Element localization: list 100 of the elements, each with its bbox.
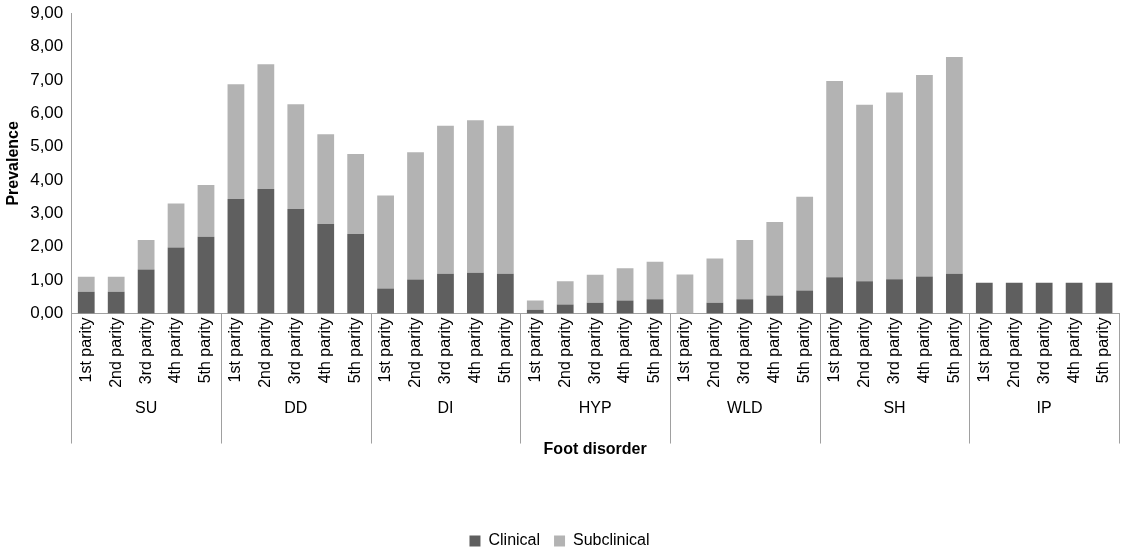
- x-tick-label: 5th parity: [944, 317, 962, 384]
- bar: [467, 272, 484, 314]
- bar: [437, 125, 454, 274]
- bar: [886, 279, 903, 314]
- bar: [856, 104, 873, 282]
- x-tick-label: 1st parity: [76, 317, 94, 383]
- bar: [706, 258, 724, 303]
- x-tick-label: 1st parity: [825, 317, 843, 383]
- bar: [377, 288, 394, 314]
- y-tick-label: 6,00: [30, 103, 64, 122]
- bar: [107, 291, 125, 314]
- x-tick-label: 5th parity: [346, 317, 364, 384]
- bar: [945, 273, 963, 314]
- bar: [945, 56, 963, 274]
- bar: [856, 281, 873, 314]
- y-tick-label: 7,00: [30, 69, 64, 89]
- bar: [916, 276, 933, 314]
- bar: [826, 277, 843, 314]
- x-tick-label: 1st parity: [974, 317, 992, 383]
- bar: [77, 291, 95, 314]
- bar: [347, 154, 365, 235]
- x-tick-label: 2nd parity: [106, 317, 124, 388]
- bar: [886, 92, 903, 280]
- bar: [975, 282, 993, 314]
- y-tick-label: 3,00: [30, 203, 64, 223]
- bar: [77, 276, 95, 292]
- x-tick-label: 4th parity: [166, 317, 184, 384]
- bar: [227, 199, 245, 314]
- bar: [407, 152, 424, 280]
- x-axis-title: Foot disorder: [543, 439, 647, 457]
- x-tick-label: 2nd parity: [405, 317, 423, 388]
- x-tick-label: 4th parity: [1064, 317, 1082, 384]
- bar: [347, 234, 365, 314]
- text: SH: [883, 398, 906, 416]
- x-tick-label: 1st parity: [226, 317, 244, 383]
- bar: [736, 299, 754, 314]
- y-tick-label: 0,00: [30, 303, 64, 323]
- x-tick-label: 3rd parity: [136, 317, 154, 385]
- bar: [227, 84, 245, 200]
- bar: [676, 274, 694, 314]
- bar: [437, 273, 454, 314]
- x-tick-label: 3rd parity: [585, 317, 603, 385]
- bar: [1005, 282, 1023, 314]
- bar: [496, 125, 514, 274]
- bar: [556, 281, 574, 305]
- text: SU: [135, 398, 158, 416]
- x-tick-label: 2nd parity: [705, 317, 723, 388]
- bar: [646, 261, 664, 300]
- bar: [257, 64, 275, 190]
- bar: [736, 240, 754, 300]
- bar: [646, 299, 664, 314]
- bar: [916, 74, 933, 277]
- x-tick-label: 1st parity: [376, 317, 394, 383]
- x-tick-label: 3rd parity: [735, 317, 753, 385]
- bar: [107, 276, 125, 292]
- bar: [287, 104, 305, 210]
- x-tick-label: 1st parity: [675, 317, 693, 383]
- bar: [556, 304, 574, 314]
- bar: [137, 240, 155, 270]
- x-tick-label: 4th parity: [316, 317, 334, 384]
- bar: [467, 120, 484, 273]
- y-tick-label: 9,00: [30, 2, 64, 22]
- bar: [796, 196, 814, 291]
- x-tick-label: 2nd parity: [1004, 317, 1022, 388]
- bar: [137, 269, 155, 314]
- y-axis-title: Prevalence: [4, 121, 22, 206]
- x-tick-label: 5th parity: [1094, 317, 1112, 384]
- bar: [377, 195, 394, 289]
- bar: [1065, 282, 1083, 314]
- x-tick-label: 4th parity: [465, 317, 483, 384]
- bar: [766, 222, 784, 296]
- y-tick-label: 4,00: [30, 169, 64, 189]
- x-tick-label: 4th parity: [765, 317, 783, 384]
- text: DD: [284, 398, 308, 416]
- bar: [167, 247, 185, 314]
- bar: [586, 274, 604, 303]
- bar: [167, 203, 185, 248]
- x-tick-label: 1st parity: [525, 317, 543, 383]
- text: DI: [437, 398, 454, 416]
- x-tick-label: 3rd parity: [1034, 317, 1052, 385]
- bar: [826, 80, 843, 278]
- x-tick-label: 3rd parity: [884, 317, 902, 385]
- bar: [496, 273, 514, 314]
- x-tick-label: 4th parity: [615, 317, 633, 384]
- y-tick-label: 8,00: [30, 36, 64, 56]
- y-tick-label: 5,00: [30, 136, 64, 156]
- bar: [287, 209, 305, 314]
- text: WLD: [727, 398, 763, 416]
- bar: [197, 236, 215, 314]
- bar: [317, 134, 335, 225]
- bar: [197, 185, 215, 237]
- x-tick-label: 2nd parity: [555, 317, 573, 388]
- legend-label: Clinical: [488, 531, 541, 549]
- bar: [616, 268, 634, 301]
- bar: [766, 295, 784, 314]
- x-tick-label: 4th parity: [914, 317, 932, 384]
- x-tick-label: 2nd parity: [854, 317, 872, 388]
- bar: [257, 189, 275, 314]
- bar: [1035, 282, 1053, 314]
- x-tick-label: 3rd parity: [286, 317, 304, 385]
